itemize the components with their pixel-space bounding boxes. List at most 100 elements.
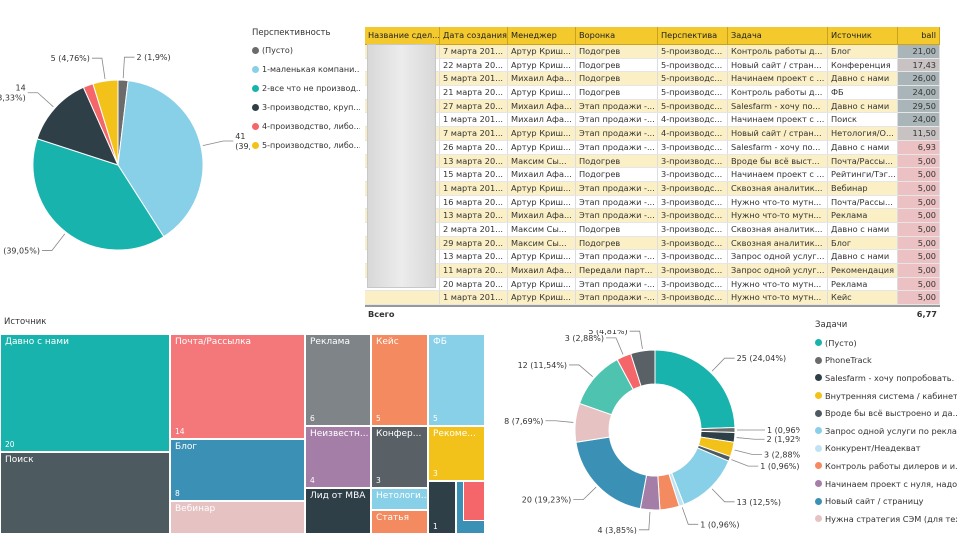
treemap-tile[interactable]: Рекоме... 3 — [428, 426, 485, 481]
treemap-tile-value: 20 — [5, 440, 15, 449]
treemap-tile[interactable]: Почта/Рассылка 14 — [170, 334, 305, 439]
treemap-tile[interactable]: ФБ 5 — [428, 334, 485, 426]
table-row[interactable]: 15 марта 20... Михаил Афа... Подогрев 3-про… — [365, 168, 940, 182]
treemap-tile[interactable]: Поиск — [0, 452, 170, 534]
perspective-slice-5[interactable] — [92, 79, 119, 166]
perspective-pie-chart[interactable]: 2 (1,9%) 41(39,05%) 41 (39,05%) 14(13,33%) 5… — [0, 0, 250, 290]
treemap-tile-value: 5 — [433, 414, 438, 423]
table-row[interactable]: 1 марта 201... Артур Криш... Этап продажи … — [365, 181, 940, 196]
tasks-slice-13[interactable] — [630, 349, 656, 387]
tasks-slice-9[interactable] — [575, 436, 648, 510]
tasks-legend-item[interactable]: Конкурент/Неадекват — [815, 440, 957, 458]
treemap-tile[interactable]: Давно с нами 20 — [0, 334, 170, 452]
tasks-legend-item[interactable]: PhoneTrack — [815, 352, 957, 370]
tasks-legend-item[interactable]: Новый сайт / страницу — [815, 492, 957, 510]
table-row[interactable]: 16 марта 20... Артур Криш... Этап продажи … — [365, 195, 940, 210]
table-row[interactable]: 1 марта 201... Михаил Афа... Этап продажи … — [365, 113, 940, 128]
deals-table[interactable]: Название сдел... Дата создания Менеджер Вор… — [365, 27, 940, 321]
tasks-legend-item[interactable]: Запрос одной услуги по рекла... — [815, 422, 957, 440]
table-row[interactable]: 7 марта 201... Артур Криш... Этап продажи … — [365, 127, 940, 141]
table-row[interactable]: 29 марта 20... Максим Сы... Подогрев 3-прои… — [365, 236, 940, 251]
table-row[interactable]: 13 марта 20... Максим Сы... Подогрев 3-прои… — [365, 154, 940, 169]
table-cell: Подогрев — [576, 58, 658, 72]
table-cell: 3-производс... — [658, 195, 728, 209]
table-cell: 7 марта 201... — [440, 127, 508, 140]
tasks-legend-item[interactable]: Внутренняя система / кабинет ... — [815, 387, 957, 405]
treemap-tile[interactable]: Кейс 5 — [371, 334, 428, 426]
perspective-legend-item[interactable]: 5-производство, либо... — [252, 136, 360, 155]
table-row[interactable]: 27 марта 20... Михаил Афа... Этап продажи … — [365, 99, 940, 114]
table-row[interactable]: 5 марта 201... Михаил Афа... Подогрев 5-про… — [365, 72, 940, 87]
legend-label: Нужна стратегия СЭМ (для тех,... — [825, 513, 957, 524]
treemap-tile[interactable]: Конфер... 3 — [371, 426, 428, 488]
column-header[interactable]: Перспектива — [658, 27, 728, 44]
treemap-tile[interactable]: Блог 8 — [170, 439, 305, 501]
table-row[interactable]: 26 марта 20... Артур Криш... Этап продажи … — [365, 140, 940, 155]
treemap-tile[interactable]: Вебинар — [170, 501, 305, 534]
tasks-slice-label-10: 8 (7,69%) — [504, 417, 543, 426]
tasks-slice-0[interactable] — [654, 349, 736, 430]
column-header[interactable]: Менеджер — [508, 27, 576, 44]
table-row[interactable]: 2 марта 201... Максим Сы... Подогрев 3-прои… — [365, 222, 940, 237]
perspective-legend-item[interactable]: 3-производство, круп... — [252, 98, 360, 117]
tasks-donut-chart[interactable]: 25 (24,04%)1 (0,96%)2 (1,92%)3 (2,88%)1 … — [500, 330, 800, 534]
treemap-tile[interactable]: Лид от МВА — [305, 488, 371, 534]
treemap-tile-label: Поиск — [5, 455, 34, 465]
legend-label: (Пусто) — [825, 337, 857, 348]
table-cell: 13 марта 20... — [440, 250, 508, 263]
table-row[interactable]: 7 марта 201... Артур Криш... Подогрев 5-про… — [365, 45, 940, 59]
table-cell — [365, 250, 440, 263]
column-header[interactable]: Воронка — [576, 27, 658, 44]
table-row[interactable]: 21 марта 20... Артур Криш... Подогрев 5-про… — [365, 86, 940, 100]
treemap-tile[interactable]: Статья — [371, 510, 428, 534]
table-cell: Рейтинги/Тэг... — [828, 168, 898, 181]
column-header[interactable]: Название сдел... — [365, 27, 440, 44]
table-row[interactable]: 22 марта 20... Артур Криш... Подогрев 5-про… — [365, 58, 940, 73]
tasks-legend-item[interactable]: Salesfarm - хочу попробовать. — [815, 369, 957, 387]
table-cell: Этап продажи -... — [576, 140, 658, 154]
tasks-slice-label-4: 1 (0,96%) — [760, 462, 799, 471]
table-cell: 13 марта 20... — [440, 209, 508, 222]
tasks-legend: Задачи (Пусто) PhoneTrack Salesfarm - хочу… — [815, 320, 957, 528]
perspective-legend-item[interactable]: 2-все что не производ... — [252, 79, 360, 98]
table-row[interactable]: 20 марта 20... Артур Криш... Этап продажи … — [365, 277, 940, 292]
perspective-slice-3[interactable] — [36, 86, 119, 166]
treemap-tile[interactable] — [463, 481, 485, 521]
perspective-slice-label-1: (39,05%) — [235, 142, 250, 151]
perspective-legend-item[interactable]: 4-производство, либо... — [252, 117, 360, 136]
treemap-tile[interactable]: Неизвестн... 4 — [305, 426, 371, 488]
legend-label: 5-производство, либо... — [262, 141, 360, 150]
table-row[interactable]: 13 марта 20... Михаил Афа... Этап продажи … — [365, 209, 940, 223]
table-cell: Поиск — [828, 113, 898, 127]
table-row[interactable]: 13 марта 20... Артур Криш... Этап продажи … — [365, 250, 940, 264]
tasks-legend-item[interactable]: Начинаем проект с нуля, надо ... — [815, 475, 957, 493]
table-cell: 24,00 — [898, 113, 940, 127]
column-header[interactable]: Источник — [828, 27, 898, 44]
tasks-legend-item[interactable]: (Пусто) — [815, 334, 957, 352]
treemap-tile[interactable]: Нетологи... — [371, 488, 428, 510]
tasks-legend-item[interactable]: Нужна стратегия СЭМ (для тех,... — [815, 510, 957, 528]
column-header[interactable]: Задача — [728, 27, 828, 44]
table-cell: 3-производс... — [658, 168, 728, 181]
table-row[interactable]: 11 марта 20... Михаил Афа... Передали парт… — [365, 264, 940, 278]
legend-dot-icon — [815, 409, 822, 417]
table-cell — [365, 113, 440, 127]
source-treemap[interactable]: Давно с нами 20 Поиск Почта/Рассылка 14 Блог 8… — [0, 334, 485, 534]
table-cell: 29 марта 20... — [440, 236, 508, 250]
column-header[interactable]: Дата создания — [440, 27, 508, 44]
table-cell — [365, 209, 440, 222]
treemap-tile-value: 6 — [310, 414, 315, 423]
table-cell: Новый сайт / стран... — [728, 127, 828, 140]
treemap-tile[interactable]: Реклама 6 — [305, 334, 371, 426]
perspective-slice-label-5: 5 (4,76%) — [51, 54, 90, 63]
table-cell: 1 марта 201... — [440, 181, 508, 195]
perspective-slice-2[interactable] — [32, 138, 165, 251]
treemap-tile[interactable]: 1 — [428, 481, 456, 534]
table-cell: 6,93 — [898, 140, 940, 154]
column-header[interactable]: ball — [898, 27, 940, 44]
perspective-legend-item[interactable]: 1-маленькая компани... — [252, 60, 360, 79]
tasks-legend-item[interactable]: Вроде бы всё выстроено и да... — [815, 404, 957, 422]
tasks-legend-item[interactable]: Контроль работы дилеров и и... — [815, 457, 957, 475]
perspective-legend-item[interactable]: (Пусто) — [252, 41, 360, 60]
table-row[interactable]: 1 марта 201... Артур Криш... Этап продажи … — [365, 291, 940, 306]
